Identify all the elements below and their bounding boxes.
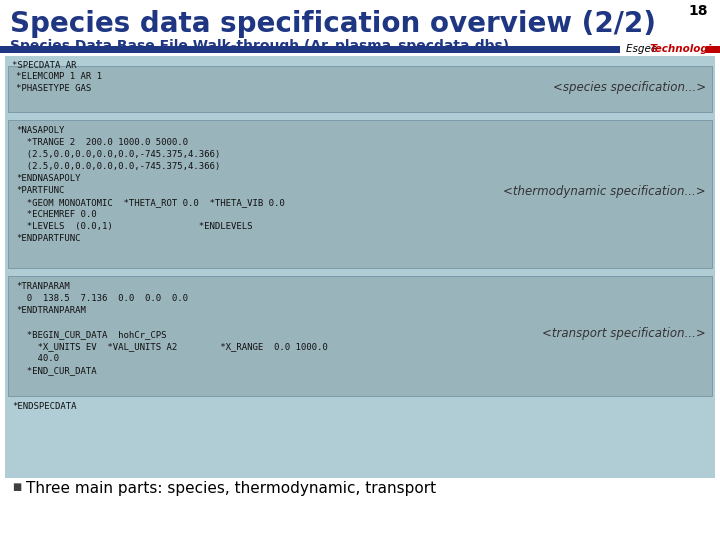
Text: *END_CUR_DATA: *END_CUR_DATA	[16, 366, 96, 375]
Text: (2.5,0.0,0.0,0.0,0.0,-745.375,4.366): (2.5,0.0,0.0,0.0,0.0,-745.375,4.366)	[16, 150, 220, 159]
Text: *ENDNASAPOLY: *ENDNASAPOLY	[16, 174, 81, 183]
Text: *PARTFUNC: *PARTFUNC	[16, 186, 64, 195]
Bar	[706, 46, 720, 53]
Bar	[5, 56, 715, 478]
Text: ■: ■	[12, 482, 22, 492]
Text: 18: 18	[688, 4, 708, 18]
Text: (2.5,0.0,0.0,0.0,0.0,-745.375,4.366): (2.5,0.0,0.0,0.0,0.0,-745.375,4.366)	[16, 162, 220, 171]
Text: <transport specification...>: <transport specification...>	[542, 327, 706, 341]
Text: *ENDTRANPARAM: *ENDTRANPARAM	[16, 306, 86, 315]
Text: <species specification...>: <species specification...>	[553, 80, 706, 93]
Text: *ECHEMREF 0.0: *ECHEMREF 0.0	[16, 210, 96, 219]
Text: *ELEMCOMP 1 AR 1: *ELEMCOMP 1 AR 1	[16, 72, 102, 81]
Text: *SPECDATA AR: *SPECDATA AR	[12, 61, 76, 70]
Text: *TRANGE 2  200.0 1000.0 5000.0: *TRANGE 2 200.0 1000.0 5000.0	[16, 138, 188, 147]
Text: *X_UNITS EV  *VAL_UNITS A2        *X_RANGE  0.0 1000.0: *X_UNITS EV *VAL_UNITS A2 *X_RANGE 0.0 1…	[16, 342, 328, 351]
Text: *LEVELS  (0.0,1)                *ENDLEVELS: *LEVELS (0.0,1) *ENDLEVELS	[16, 222, 253, 231]
Bar	[8, 66, 712, 112]
Text: *NASAPOLY: *NASAPOLY	[16, 126, 64, 135]
Text: <thermodynamic specification...>: <thermodynamic specification...>	[503, 186, 706, 199]
Text: *ENDSPECDATA: *ENDSPECDATA	[12, 402, 76, 411]
Text: 0  138.5  7.136  0.0  0.0  0.0: 0 138.5 7.136 0.0 0.0 0.0	[16, 294, 188, 303]
Text: *PHASETYPE GAS: *PHASETYPE GAS	[16, 84, 91, 93]
Text: 40.0: 40.0	[16, 354, 59, 363]
Text: Species data specification overview (2/2): Species data specification overview (2/2…	[10, 10, 656, 38]
Bar	[8, 276, 712, 396]
Text: *BEGIN_CUR_DATA  hohCr_CPS: *BEGIN_CUR_DATA hohCr_CPS	[16, 330, 166, 339]
Text: *ENDPARTFUNC: *ENDPARTFUNC	[16, 234, 81, 243]
Text: Three main parts: species, thermodynamic, transport: Three main parts: species, thermodynamic…	[26, 481, 436, 496]
Text: *TRANPARAM: *TRANPARAM	[16, 282, 70, 291]
Text: Technologies: Technologies	[650, 44, 720, 55]
Text: Esgee: Esgee	[626, 44, 660, 55]
Bar	[8, 120, 712, 268]
Text: Species Data Base File Walk-through (Ar_plasma_specdata.dbs): Species Data Base File Walk-through (Ar_…	[10, 39, 509, 53]
Bar	[0, 46, 620, 53]
Text: *GEOM MONOATOMIC  *THETA_ROT 0.0  *THETA_VIB 0.0: *GEOM MONOATOMIC *THETA_ROT 0.0 *THETA_V…	[16, 198, 284, 207]
